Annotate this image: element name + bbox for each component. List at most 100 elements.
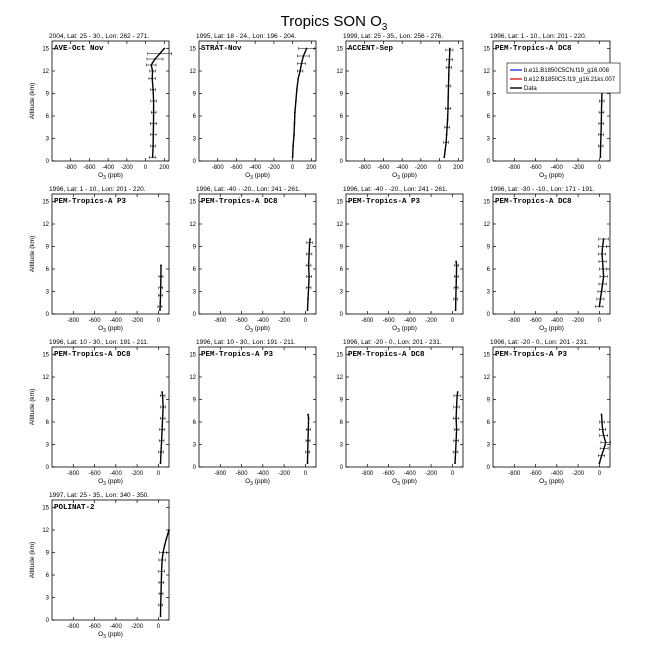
data-point <box>602 268 604 270</box>
x-tick-label: -600 <box>383 318 396 324</box>
data-series-line <box>306 414 310 464</box>
data-point <box>302 55 305 57</box>
y-tick-label: 3 <box>487 290 491 296</box>
data-point <box>161 391 163 393</box>
y-tick-label: 9 <box>46 92 50 98</box>
y-tick-label: 15 <box>189 353 196 359</box>
y-tick-label: 15 <box>42 506 49 512</box>
x-axis-label: O3 (ppb) <box>98 325 123 334</box>
x-tick-label: -200 <box>278 318 291 324</box>
x-tick-label: -800 <box>359 165 372 171</box>
y-tick-label: 12 <box>483 375 490 381</box>
data-point <box>152 88 154 91</box>
data-point <box>598 305 601 308</box>
x-axis-label: O3 (ppb) <box>98 478 123 487</box>
plot-frame <box>345 346 464 468</box>
data-point <box>167 532 169 535</box>
y-tick-label: 9 <box>340 398 344 404</box>
y-tick-label: 9 <box>46 245 50 251</box>
data-point <box>294 111 296 114</box>
data-point <box>154 58 156 60</box>
x-tick-label: -600 <box>383 471 396 477</box>
y-axis-label: Altitude (km) <box>29 542 36 578</box>
x-tick-label: -800 <box>361 471 374 477</box>
x-tick-label: 200 <box>159 165 170 171</box>
panel-header: 1996, Lat: 1 - 10., Lon: 201 - 220. <box>490 33 587 40</box>
x-tick-label: -600 <box>530 318 543 324</box>
data-series-line <box>454 261 458 311</box>
y-tick-label: 0 <box>340 312 344 318</box>
data-point <box>455 417 457 420</box>
x-tick-label: -600 <box>530 165 543 171</box>
x-tick-label: -800 <box>508 471 521 477</box>
plot-frame <box>492 193 611 315</box>
data-point <box>446 118 449 121</box>
campaign-label: PEM-Tropics-A DC8 <box>201 198 278 206</box>
x-tick-label: -400 <box>102 165 115 171</box>
panel-header: 1995, Lat: 18 - 24., Lon: 196 - 204. <box>196 33 296 40</box>
y-tick-label: 6 <box>193 114 197 120</box>
data-point <box>602 275 605 278</box>
x-tick-label: -800 <box>508 318 521 324</box>
y-tick-label: 12 <box>336 69 343 75</box>
data-point <box>307 417 310 420</box>
y-tick-label: 3 <box>46 137 50 143</box>
y-tick-label: 6 <box>46 420 50 426</box>
x-tick-label: 0 <box>304 471 308 477</box>
y-tick-label: 12 <box>189 69 196 75</box>
data-point <box>455 439 457 442</box>
x-tick-label: 0 <box>291 165 295 171</box>
y-tick-label: 9 <box>193 398 197 404</box>
data-point <box>300 62 303 65</box>
campaign-label: POLINAT-2 <box>54 504 95 512</box>
plot-frame <box>51 499 170 621</box>
data-point <box>308 241 311 244</box>
panel-header: 1997, Lat: 25 - 35., Lon: 340 - 350. <box>49 492 149 499</box>
data-point <box>600 100 603 102</box>
panel-header: 1996, Lat: 10 - 30., Lon: 191 - 211. <box>196 339 296 346</box>
data-point <box>150 64 153 66</box>
panel-9: 1996, Lat: 10 - 30., Lon: 191 - 211. PEM-… <box>29 339 170 487</box>
x-tick-label: -400 <box>249 165 262 171</box>
campaign-label: PEM-Tropics-A DC8 <box>495 198 572 206</box>
x-tick-label: -400 <box>110 624 123 630</box>
data-point <box>307 439 309 442</box>
data-point <box>307 298 309 300</box>
y-tick-label: 3 <box>340 443 344 449</box>
plot-frame <box>51 40 170 162</box>
data-point <box>297 77 300 80</box>
data-point <box>161 394 164 397</box>
x-tick-label: -200 <box>572 471 585 477</box>
y-tick-label: 0 <box>193 465 197 471</box>
data-point <box>600 133 602 136</box>
y-tick-label: 12 <box>336 375 343 381</box>
data-point <box>454 462 456 465</box>
y-tick-label: 0 <box>193 312 197 318</box>
x-tick-label: -600 <box>236 471 249 477</box>
panel-header: 1996, Lat: -20 - 0., Lon: 201 - 231. <box>490 339 589 346</box>
y-tick-label: 0 <box>340 465 344 471</box>
data-point <box>151 156 154 159</box>
y-tick-label: 3 <box>193 443 197 449</box>
data-point <box>307 264 310 267</box>
data-point <box>159 462 162 465</box>
data-point <box>159 615 162 618</box>
y-tick-label: 6 <box>487 420 491 426</box>
y-tick-label: 0 <box>46 618 50 624</box>
campaign-label: PEM-Tropics-A DC8 <box>495 45 572 53</box>
x-tick-label: -800 <box>508 165 521 171</box>
y-axis-label: Altitude (km) <box>29 389 36 425</box>
plot-frame <box>345 40 464 162</box>
panel-2: 1995, Lat: 18 - 24., Lon: 196 - 204. STRA… <box>189 33 317 181</box>
y-tick-label: 15 <box>42 47 49 53</box>
data-point <box>604 441 607 444</box>
data-series-line <box>306 238 311 311</box>
y-tick-label: 9 <box>487 92 491 98</box>
x-tick-label: 0 <box>157 624 161 630</box>
data-point <box>600 111 603 114</box>
y-tick-label: 15 <box>189 200 196 206</box>
data-point <box>454 451 457 453</box>
y-tick-label: 6 <box>193 420 197 426</box>
x-axis-label: O3 (ppb) <box>539 325 564 334</box>
data-point <box>600 122 603 125</box>
